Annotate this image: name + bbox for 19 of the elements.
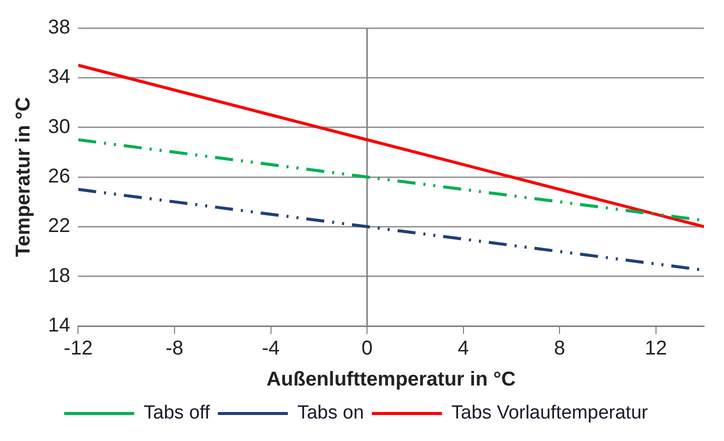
y-axis-title: Temperatur in °C	[12, 97, 35, 257]
legend-label: Tabs on	[297, 402, 364, 424]
y-tick-label: 18	[48, 264, 70, 287]
y-tick-label: 38	[48, 16, 70, 39]
y-tick-label: 30	[48, 116, 70, 138]
x-tick-label: -8	[166, 338, 184, 360]
y-tick-label: 26	[48, 166, 70, 188]
y-tick-label: 34	[48, 66, 70, 88]
y-tick-label: 14	[48, 314, 70, 337]
x-tick-label: -4	[262, 338, 280, 360]
x-tick-label: 4	[458, 338, 469, 360]
x-tick-label: 0	[361, 338, 373, 360]
x-axis-title: Außenlufttemperatur in °C	[266, 368, 516, 391]
y-tick-label: 22	[48, 215, 70, 238]
x-tick-label: 8	[554, 338, 566, 360]
x-tick-label: -12	[64, 338, 93, 360]
legend-label: Tabs off	[144, 402, 211, 424]
x-tick-label: 12	[644, 338, 667, 360]
legend-label: Tabs Vorlauftemperatur	[451, 402, 649, 424]
